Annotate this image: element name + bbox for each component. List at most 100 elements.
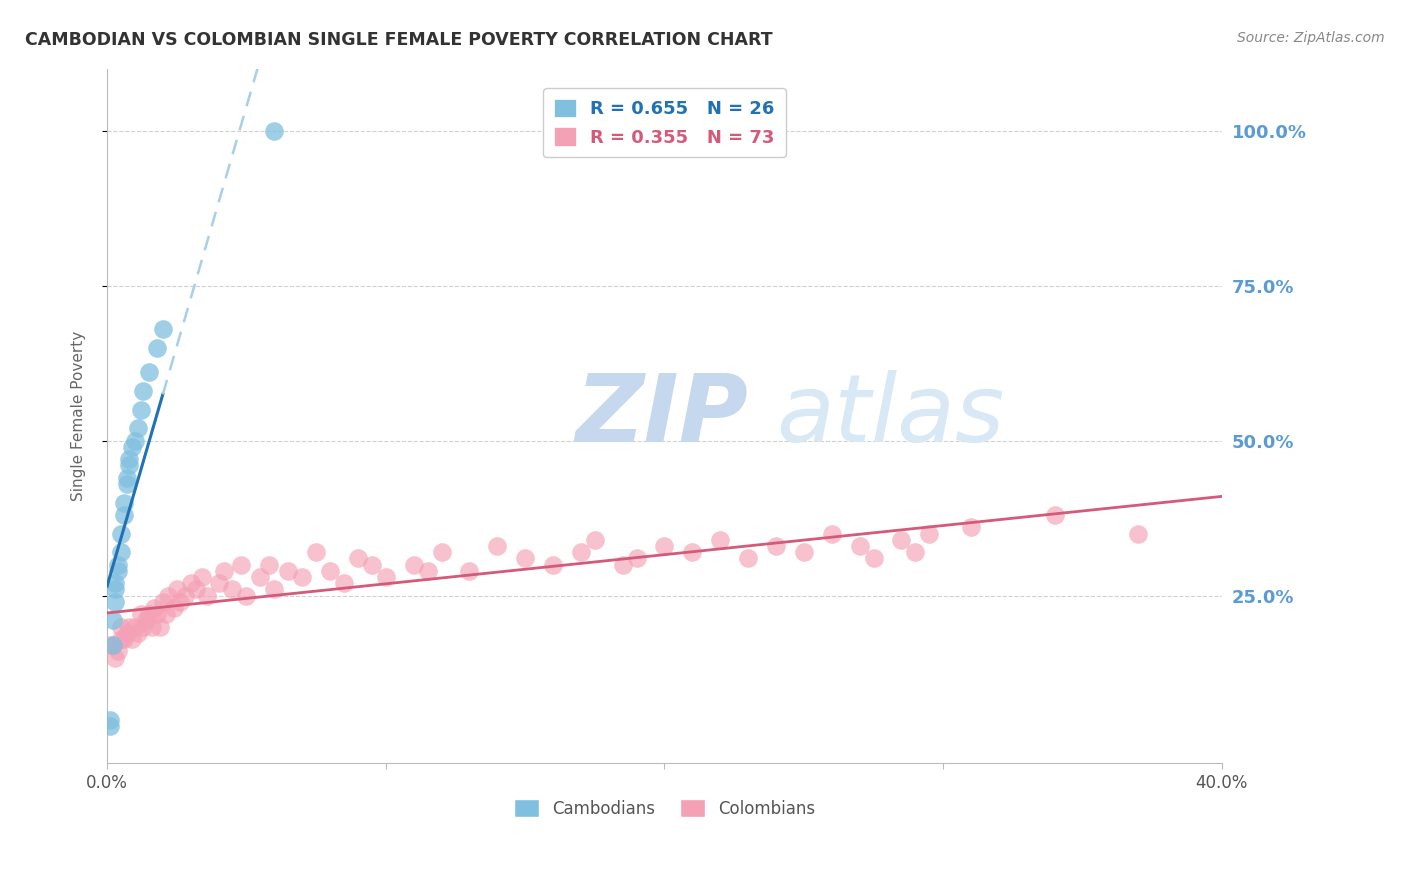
Point bbox=[305, 545, 328, 559]
Point bbox=[765, 539, 787, 553]
Text: Source: ZipAtlas.com: Source: ZipAtlas.com bbox=[1237, 31, 1385, 45]
Point bbox=[402, 558, 425, 572]
Point bbox=[118, 620, 141, 634]
Point bbox=[249, 570, 271, 584]
Point bbox=[960, 520, 983, 534]
Point bbox=[197, 589, 219, 603]
Point bbox=[166, 582, 188, 597]
Point bbox=[207, 576, 229, 591]
Point bbox=[107, 558, 129, 572]
Point bbox=[124, 434, 146, 448]
Point bbox=[104, 576, 127, 591]
Point bbox=[110, 632, 132, 646]
Point bbox=[918, 526, 941, 541]
Point bbox=[155, 607, 177, 622]
Point bbox=[149, 620, 172, 634]
Point bbox=[654, 539, 676, 553]
Point bbox=[709, 533, 731, 547]
Point bbox=[360, 558, 382, 572]
Point bbox=[121, 440, 143, 454]
Point bbox=[101, 638, 124, 652]
Point bbox=[157, 589, 180, 603]
Point bbox=[737, 551, 759, 566]
Point bbox=[107, 644, 129, 658]
Point bbox=[180, 576, 202, 591]
Point bbox=[235, 589, 257, 603]
Legend: Cambodians, Colombians: Cambodians, Colombians bbox=[508, 793, 823, 824]
Point bbox=[291, 570, 314, 584]
Point bbox=[229, 558, 252, 572]
Point bbox=[104, 582, 127, 597]
Point bbox=[115, 477, 138, 491]
Point bbox=[112, 508, 135, 522]
Point bbox=[118, 452, 141, 467]
Point bbox=[257, 558, 280, 572]
Point bbox=[127, 421, 149, 435]
Point bbox=[263, 123, 285, 137]
Point bbox=[848, 539, 870, 553]
Point bbox=[904, 545, 927, 559]
Point bbox=[319, 564, 342, 578]
Point bbox=[612, 558, 634, 572]
Point bbox=[277, 564, 299, 578]
Point bbox=[263, 582, 285, 597]
Point bbox=[135, 614, 157, 628]
Point bbox=[118, 458, 141, 473]
Point bbox=[821, 526, 844, 541]
Point bbox=[221, 582, 243, 597]
Point bbox=[98, 719, 121, 733]
Point bbox=[569, 545, 592, 559]
Y-axis label: Single Female Poverty: Single Female Poverty bbox=[72, 331, 86, 501]
Point bbox=[862, 551, 884, 566]
Point bbox=[191, 570, 214, 584]
Point bbox=[112, 632, 135, 646]
Point bbox=[583, 533, 606, 547]
Point bbox=[132, 620, 155, 634]
Point bbox=[138, 607, 160, 622]
Point bbox=[129, 607, 152, 622]
Point bbox=[110, 526, 132, 541]
Point bbox=[104, 650, 127, 665]
Point bbox=[129, 402, 152, 417]
Point bbox=[890, 533, 912, 547]
Point bbox=[115, 471, 138, 485]
Point bbox=[152, 595, 174, 609]
Text: CAMBODIAN VS COLOMBIAN SINGLE FEMALE POVERTY CORRELATION CHART: CAMBODIAN VS COLOMBIAN SINGLE FEMALE POV… bbox=[25, 31, 773, 49]
Point bbox=[374, 570, 396, 584]
Point bbox=[98, 713, 121, 727]
Point bbox=[541, 558, 564, 572]
Point bbox=[98, 638, 121, 652]
Point bbox=[174, 589, 197, 603]
Point bbox=[124, 620, 146, 634]
Point bbox=[152, 322, 174, 336]
Text: atlas: atlas bbox=[776, 370, 1004, 461]
Point bbox=[110, 545, 132, 559]
Point bbox=[626, 551, 648, 566]
Point bbox=[486, 539, 509, 553]
Point bbox=[1128, 526, 1150, 541]
Point bbox=[104, 595, 127, 609]
Point bbox=[186, 582, 208, 597]
Point bbox=[416, 564, 439, 578]
Point bbox=[112, 496, 135, 510]
Point bbox=[163, 601, 186, 615]
Point bbox=[115, 626, 138, 640]
Point bbox=[681, 545, 703, 559]
Point bbox=[793, 545, 815, 559]
Point bbox=[143, 601, 166, 615]
Point bbox=[132, 384, 155, 398]
Point bbox=[212, 564, 235, 578]
Point bbox=[127, 626, 149, 640]
Point bbox=[513, 551, 536, 566]
Point bbox=[146, 607, 169, 622]
Point bbox=[101, 614, 124, 628]
Point bbox=[347, 551, 370, 566]
Point bbox=[121, 632, 143, 646]
Point bbox=[146, 341, 169, 355]
Point bbox=[141, 620, 163, 634]
Point bbox=[138, 366, 160, 380]
Point bbox=[110, 620, 132, 634]
Point bbox=[458, 564, 481, 578]
Point bbox=[101, 638, 124, 652]
Point bbox=[1043, 508, 1066, 522]
